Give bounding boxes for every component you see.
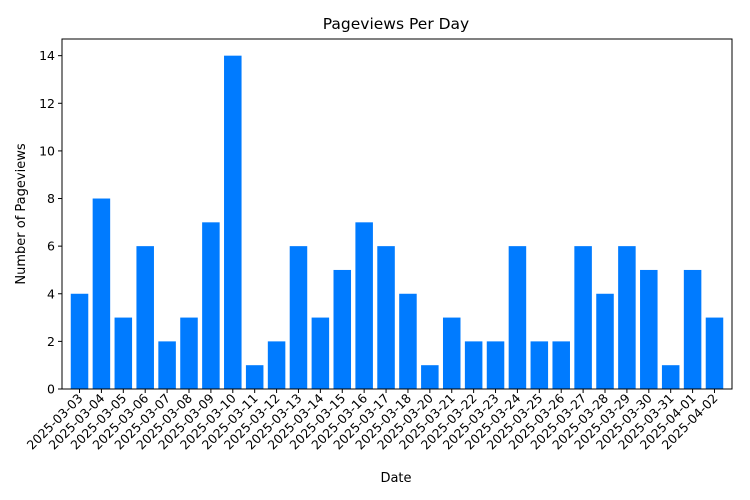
plot-frame: [61, 38, 733, 390]
bar-2025-03-18: [399, 293, 417, 389]
bar-2025-03-05: [114, 317, 133, 389]
bar-2025-03-26: [552, 341, 570, 389]
bar-2025-03-11: [245, 365, 264, 389]
bar-2025-03-22: [464, 341, 483, 389]
bar-2025-03-30: [640, 269, 658, 389]
y-tick-label: 6: [47, 239, 55, 254]
bar-2025-03-23: [486, 341, 505, 389]
y-tick-label: 14: [39, 48, 55, 63]
y-tick-label: 8: [47, 191, 55, 206]
y-tick-label: 4: [47, 286, 55, 301]
bar-2025-03-08: [180, 317, 198, 389]
bar-2025-04-01: [683, 269, 702, 389]
bar-2025-03-16: [355, 222, 373, 389]
y-tick-label: 10: [39, 143, 55, 158]
bar-2025-03-14: [311, 317, 330, 389]
x-axis-label: Date: [380, 471, 411, 486]
bar-2025-03-12: [267, 341, 286, 389]
bar-2025-03-13: [289, 246, 308, 389]
bar-2025-03-28: [596, 293, 614, 389]
y-tick-label: 2: [47, 334, 55, 349]
bar-2025-03-21: [442, 317, 461, 389]
x-axis: 2025-03-032025-03-042025-03-052025-03-06…: [24, 389, 721, 452]
bar-2025-03-20: [421, 365, 439, 389]
bar-2025-03-27: [574, 246, 592, 389]
y-axis: 0 2 4 6 8 10 12 14: [39, 48, 62, 397]
bar-2025-03-10: [224, 55, 242, 390]
bar-2025-04-02: [705, 317, 724, 389]
bar-2025-03-04: [92, 198, 111, 389]
bar-2025-03-24: [508, 246, 527, 389]
y-tick-label: 12: [39, 96, 55, 111]
bar-2025-03-17: [377, 246, 395, 389]
bar-2025-03-31: [661, 365, 680, 389]
y-axis-label: Number of Pageviews: [14, 143, 29, 284]
chart-title: Pageviews Per Day: [323, 15, 469, 33]
bar-2025-03-07: [158, 341, 176, 389]
bar-2025-03-06: [136, 246, 154, 389]
bar-2025-03-09: [202, 222, 220, 389]
bar-2025-03-03: [70, 293, 89, 389]
y-tick-label: 0: [47, 382, 55, 397]
bar-2025-03-25: [530, 341, 549, 389]
bar-2025-03-29: [618, 246, 636, 389]
bars-group: [70, 55, 724, 390]
bar-2025-03-15: [333, 269, 352, 389]
